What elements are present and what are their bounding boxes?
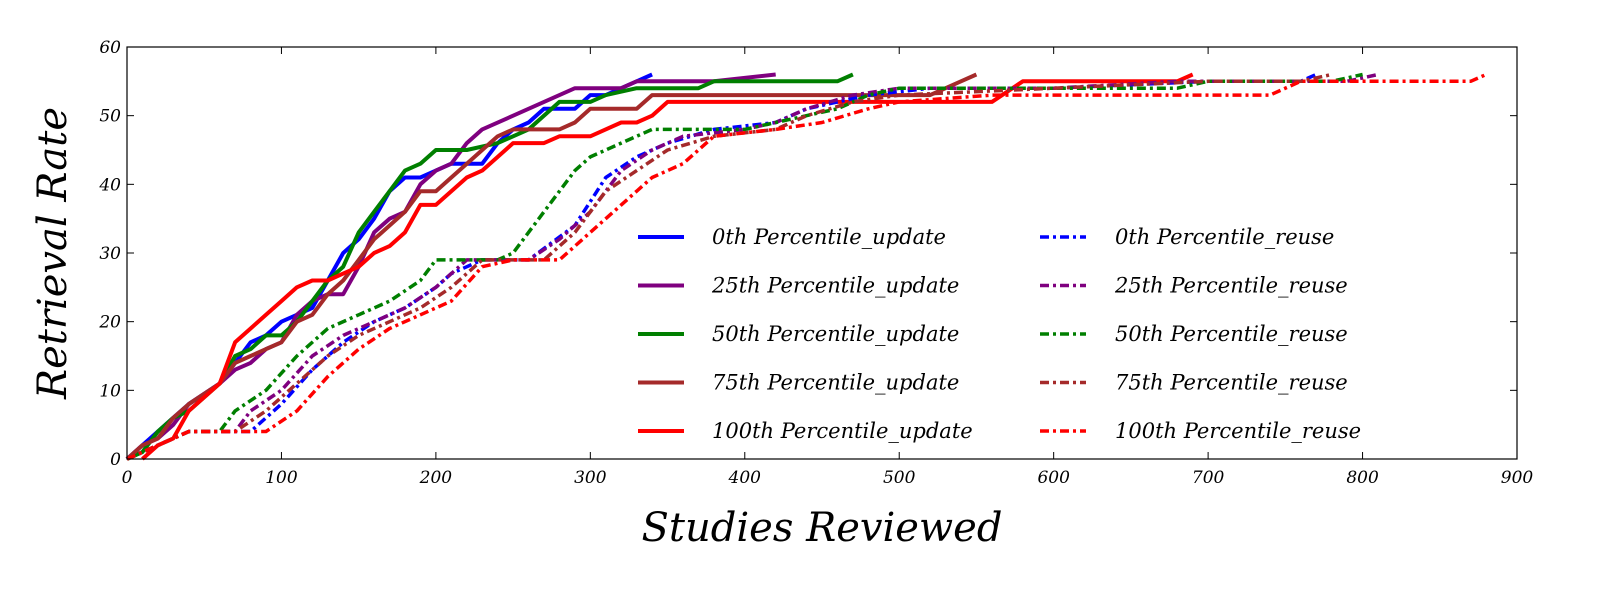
legend-label: 25th Percentile_update [711,274,959,298]
legend-label: 50th Percentile_reuse [1115,322,1348,346]
y-tick-label: 50 [99,107,121,127]
y-axis-title: Retrieval Rate [30,107,76,400]
x-tick-label: 700 [1192,468,1225,488]
series-line-0 [125,72,653,461]
y-tick-label: 20 [98,313,121,333]
x-tick-label: 100 [265,468,298,488]
legend-label: 75th Percentile_update [712,371,959,395]
legend: 0th Percentile_update 25th Percentile_upd… [638,225,1361,443]
axis-ticks: 0 100 200 300 400 500 600 700 800 900 0 10 20 30 40 50 6… [98,38,1533,488]
legend-label: 0th Percentile_update [712,225,946,249]
y-tick-label: 0 [110,450,121,470]
series-line-7 [126,72,1363,461]
y-tick-label: 60 [99,38,121,58]
x-tick-label: 900 [1501,468,1534,488]
legend-label: 50th Percentile_update [712,322,959,346]
series-line-6 [126,72,1379,461]
legend-label: 100th Percentile_update [712,419,973,443]
series-layer [125,72,1487,461]
x-axis-title: Studies Reviewed [642,505,1003,551]
series-line-4 [141,72,1194,461]
series-line-3 [125,72,978,461]
x-tick-label: 300 [574,468,607,488]
x-tick-label: 600 [1037,468,1070,488]
plot-area-frame [126,46,1518,460]
y-tick-label: 40 [98,175,121,195]
y-tick-label: 30 [99,244,121,264]
legend-label: 25th Percentile_reuse [1114,274,1348,298]
series-line-5 [126,72,1317,461]
x-tick-label: 500 [883,468,916,488]
x-tick-label: 0 [122,468,133,488]
legend-label: 100th Percentile_reuse [1115,419,1361,443]
x-tick-label: 400 [728,468,762,488]
y-tick-label: 10 [99,381,121,401]
legend-label: 0th Percentile_reuse [1115,225,1334,249]
legend-label: 75th Percentile_reuse [1115,371,1348,395]
x-tick-label: 800 [1346,468,1379,488]
series-line-1 [125,72,776,461]
series-line-9 [126,72,1487,461]
x-tick-label: 200 [419,468,453,488]
